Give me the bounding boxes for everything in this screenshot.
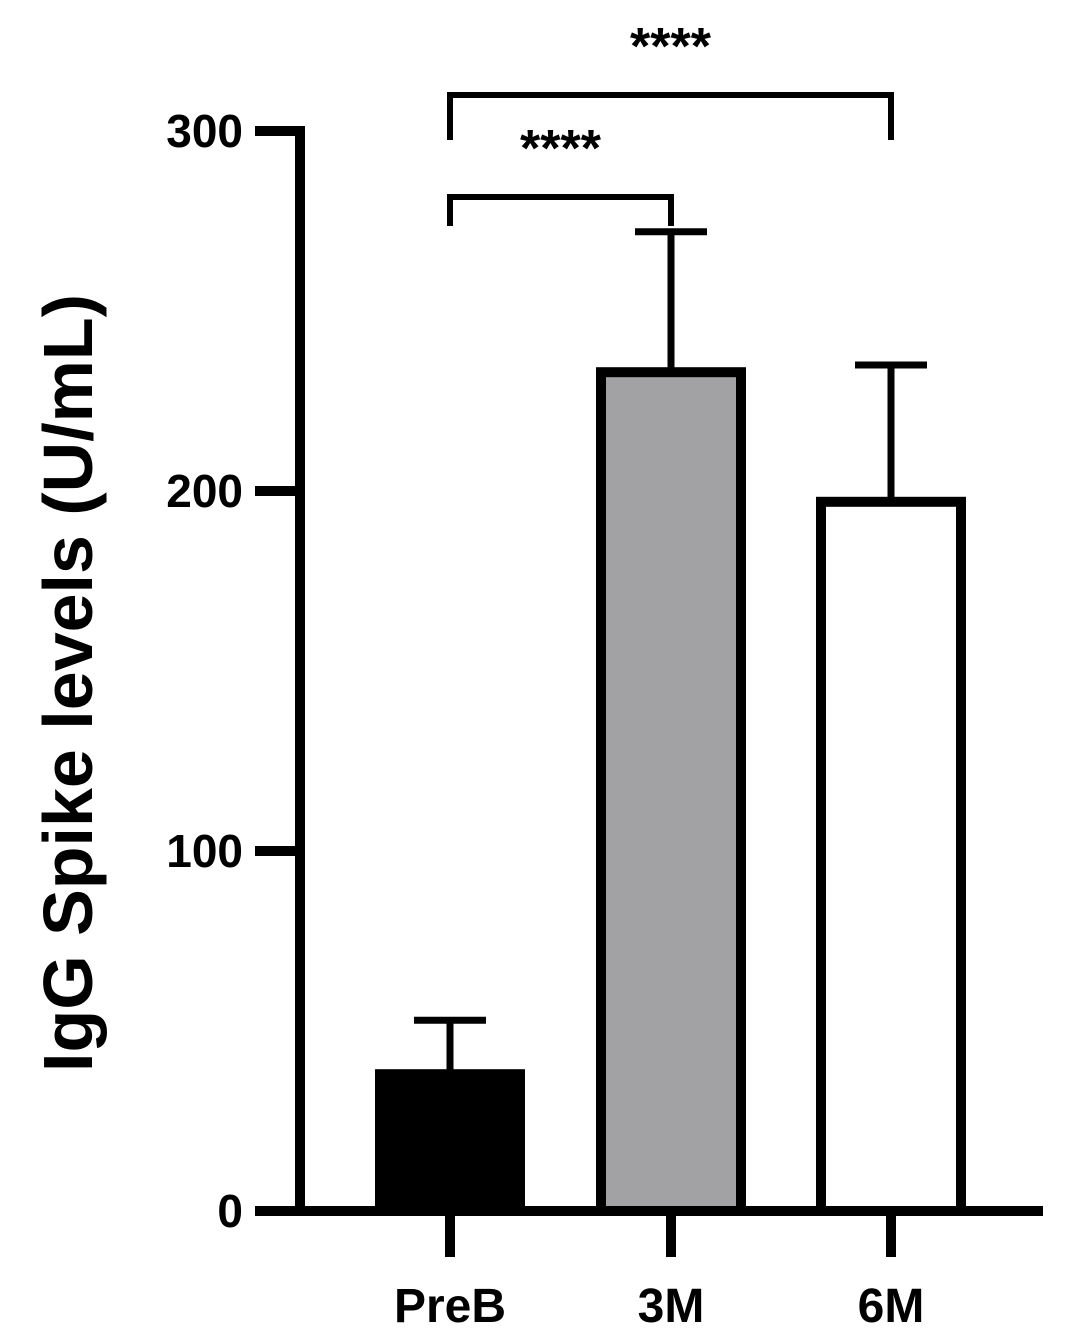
error-bars-layer <box>414 228 927 1075</box>
y-tick-label: 100 <box>166 825 243 877</box>
significance-label: **** <box>520 120 602 178</box>
x-tick-label: PreB <box>394 1280 506 1333</box>
bar <box>375 1069 525 1216</box>
axes-layer: 0 100 200 300 PreB 3M 6M <box>166 105 1043 1333</box>
bar <box>596 367 746 1216</box>
y-tick-label: 200 <box>166 465 243 517</box>
y-axis-label: IgG Spike levels (U/mL) <box>29 294 107 1072</box>
y-tick-label: 0 <box>217 1185 243 1237</box>
x-tick-label: 6M <box>858 1280 925 1333</box>
significance-layer: **** **** <box>447 18 894 226</box>
x-tick-label: 3M <box>638 1280 705 1333</box>
bars-layer <box>375 367 966 1216</box>
y-tick-label: 300 <box>166 105 243 157</box>
bar <box>816 496 966 1216</box>
significance-bracket <box>447 194 674 226</box>
significance-label: **** <box>630 18 712 76</box>
significance-bracket <box>447 92 894 140</box>
